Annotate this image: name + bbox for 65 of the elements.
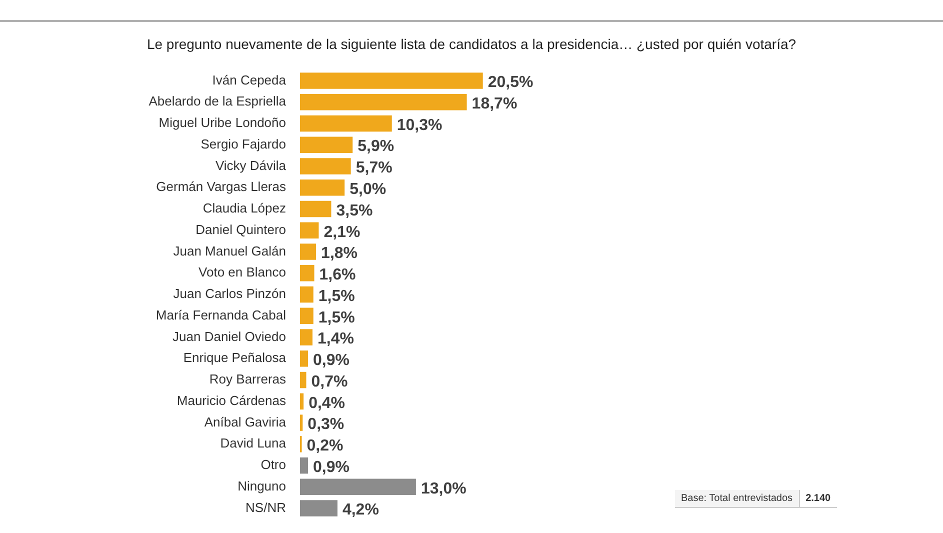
y-tick-label: Aníbal Gaviria <box>204 414 287 430</box>
bar <box>300 350 308 367</box>
data-label: 0,3% <box>308 416 344 434</box>
data-label: 5,9% <box>358 138 394 156</box>
data-label: 4,2% <box>342 502 379 519</box>
y-tick-label: María Fernanda Cabal <box>156 307 286 322</box>
bar <box>300 478 416 496</box>
bar <box>300 72 483 89</box>
y-tick-label: Ninguno <box>238 478 286 494</box>
bar <box>300 200 332 218</box>
data-label: 1,5% <box>318 288 355 305</box>
y-tick-label: Claudia López <box>202 200 286 216</box>
data-label: 0,9% <box>313 352 350 370</box>
y-tick-label: Abelardo de la Espriella <box>148 94 287 109</box>
data-label: 0,4% <box>308 394 346 412</box>
data-label: 3,5% <box>336 202 373 220</box>
bar <box>300 372 306 388</box>
text: Base: Total entrevistados <box>680 492 794 506</box>
data-label: 18,7% <box>472 95 518 112</box>
bar <box>300 500 338 516</box>
data-label: 1,8% <box>321 245 358 262</box>
y-tick-label: Vicky Dávila <box>215 158 287 173</box>
bar <box>300 457 308 474</box>
bar <box>300 115 392 132</box>
data-label: 10,3% <box>396 116 442 134</box>
y-tick-label: Otro <box>260 457 286 472</box>
y-tick-label: Voto en Blanco <box>198 264 286 280</box>
bar <box>300 414 303 431</box>
y-tick-label: Sergio Fajardo <box>200 136 286 152</box>
data-label: 0,7% <box>311 373 348 390</box>
y-tick-label: Roy Barreras <box>209 372 286 387</box>
data-label: 20,5% <box>488 74 534 92</box>
bar <box>300 264 314 282</box>
y-tick-label: Enrique Peñalosa <box>183 350 287 366</box>
bar <box>300 244 316 260</box>
data-label: 0,9% <box>313 458 350 476</box>
bar <box>300 329 312 346</box>
y-tick-label: Juan Manuel Galán <box>173 243 286 258</box>
y-tick-label: Miguel Uribe Londoño <box>158 115 286 130</box>
data-label: 1,6% <box>319 266 356 284</box>
data-label: 5,0% <box>350 181 386 198</box>
y-tick-label: Iván Cepeda <box>212 72 287 88</box>
bar <box>300 308 314 324</box>
y-tick-label: Mauricio Cárdenas <box>176 392 286 408</box>
y-tick-label: David Luna <box>220 436 287 451</box>
data-label: 5,7% <box>356 160 392 177</box>
chart-title: Le pregunto nuevamente de la siguiente lista de candidatos a la presidencia… ¿usted por quién votaría? <box>146 36 798 52</box>
y-tick-label: Daniel Quintero <box>196 222 286 237</box>
y-tick-label: Juan Daniel Oviedo <box>172 328 286 344</box>
y-tick-label: NS/NR <box>246 500 286 515</box>
bar <box>300 286 314 303</box>
data-label: 1,5% <box>318 309 355 326</box>
bar <box>300 393 304 410</box>
bar <box>300 158 351 174</box>
data-label: 1,4% <box>317 330 354 348</box>
bar <box>300 94 467 110</box>
data-label: 2,1% <box>324 224 360 241</box>
data-label: 13,0% <box>420 480 466 498</box>
bar <box>300 136 353 153</box>
bar <box>300 222 319 238</box>
y-tick-label: Germán Vargas Lleras <box>156 179 286 194</box>
y-tick-label: Juan Carlos Pinzón <box>173 286 286 302</box>
bar <box>300 179 345 196</box>
data-label: 0,2% <box>306 438 344 455</box>
text: 2.140 <box>798 490 837 507</box>
